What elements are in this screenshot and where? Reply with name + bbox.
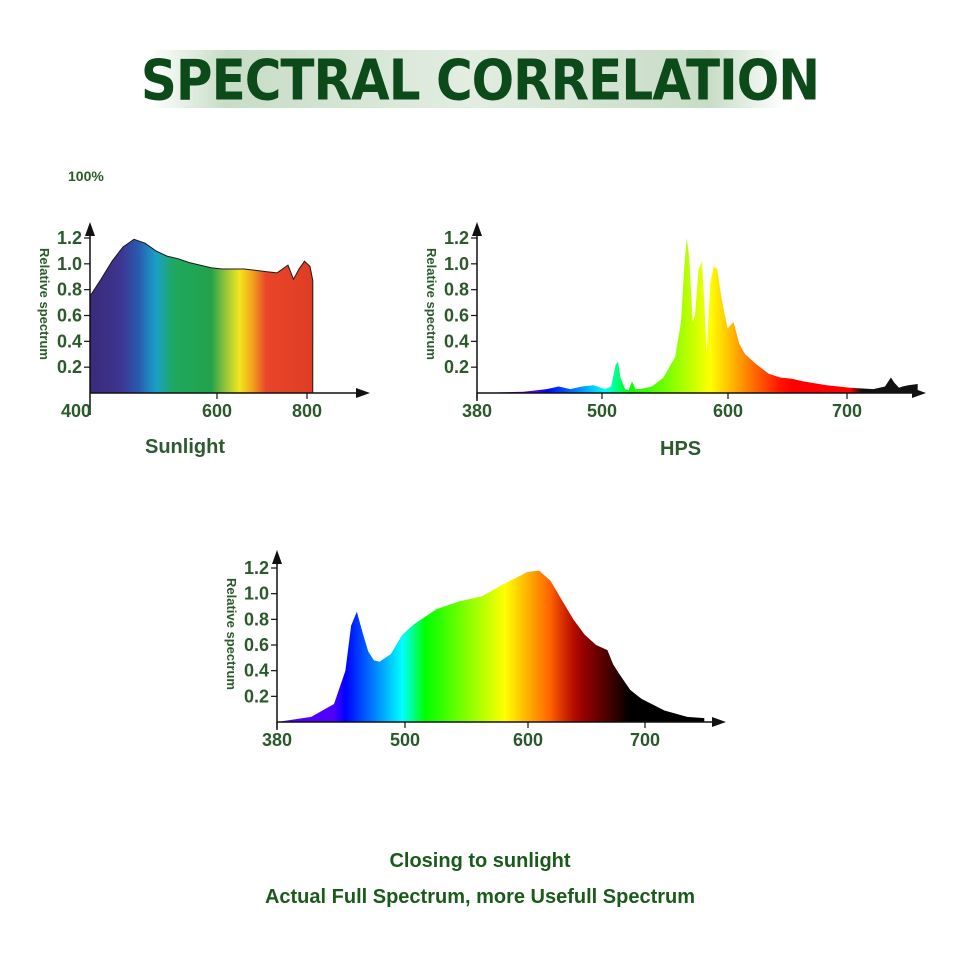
y-tick-label: 1.0 [57,254,82,274]
caption-line2: Actual Full Spectrum, more Usefull Spect… [264,886,696,908]
series-area-full-spectrum [277,570,705,722]
y-tick-label: 0.2 [244,686,269,706]
chart-full-spectrum: 1.2 1.0 0.8 0.6 0.4 0.2 380 500 600 700 Relative s… [224,550,726,750]
y-tick-label: 0.8 [244,609,269,629]
y-tick-label: 1.0 [444,254,469,274]
y-tick-label: 0.8 [57,280,82,300]
series-area-hps [477,238,918,393]
chart-title-hps: HPS [660,438,702,460]
y-axis-label: Relative spectrum [37,248,52,360]
x-tick-label: 700 [630,730,660,750]
y-axis-label: Relative spectrum [224,578,239,690]
caption-line1: Closing to sunlight [389,850,571,872]
x-tick-label: 500 [390,730,420,750]
y-tick-label: 0.4 [444,331,469,351]
x-tick-label: 600 [713,401,743,421]
x-tick-label: 800 [292,401,322,421]
y-tick-label: 1.2 [444,228,469,248]
x-tick-label: 400 [61,401,91,421]
x-tick-label: 600 [202,401,232,421]
y-tick-label: 0.6 [244,635,269,655]
y-tick-label: 0.6 [57,306,82,326]
x-tick-label: 380 [462,401,492,421]
x-tick-label: 700 [832,401,862,421]
y-tick-label: 1.2 [57,228,82,248]
y-tick-label: 0.6 [444,306,469,326]
x-tick-label: 600 [513,730,543,750]
y-tick-label: 0.4 [244,661,269,681]
x-axis-arrow [356,388,370,398]
y-axis-arrow [85,222,95,236]
page-title: SPECTRAL CORRELATION [140,48,820,113]
chart-title-sunlight: Sunlight [145,436,225,458]
y-tick-label: 1.2 [244,558,269,578]
chart-hps: 1.2 1.0 0.8 0.6 0.4 0.2 380 500 600 700 Relative s… [424,222,926,421]
y-tick-label: 0.2 [57,357,82,377]
y-axis-arrow [272,550,282,564]
y-tick-label: 1.0 [244,584,269,604]
y-tick-label: 0.4 [57,331,82,351]
x-axis-arrow [712,717,726,727]
x-axis-arrow [912,388,926,398]
x-tick-label: 500 [587,401,617,421]
percent-note: 100% [68,168,104,184]
series-area-sunlight [89,238,314,394]
x-tick-label: 380 [262,730,292,750]
y-axis-arrow [472,222,482,236]
y-tick-label: 0.8 [444,280,469,300]
title-banner [150,50,785,108]
y-tick-label: 0.2 [444,357,469,377]
y-axis-label: Relative spectrum [424,248,439,360]
chart-sunlight: 1.2 1.0 0.8 0.6 0.4 0.2 400 600 800 Relative spec… [37,222,370,421]
